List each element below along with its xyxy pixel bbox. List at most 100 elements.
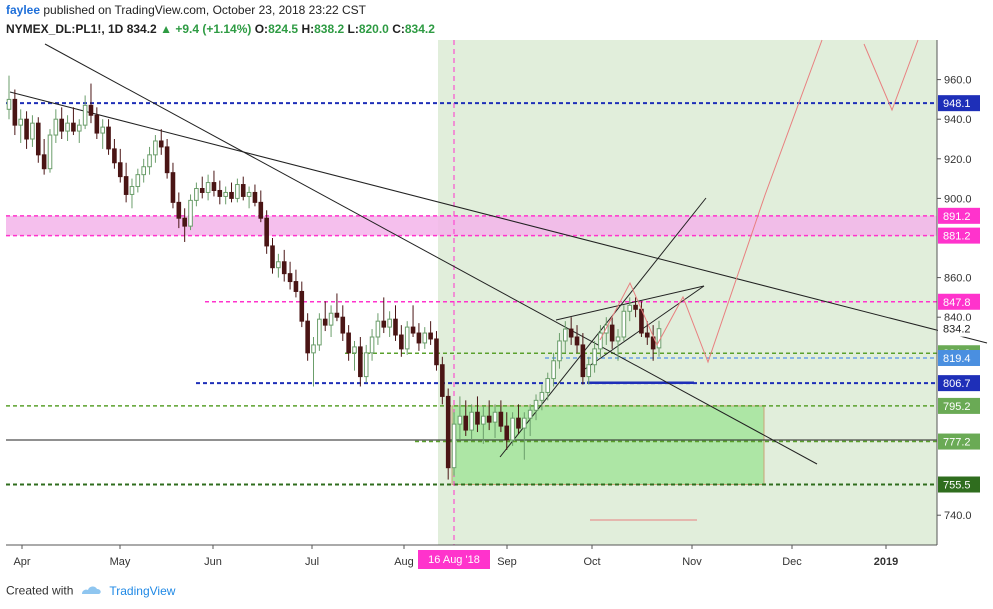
up-arrow-icon: ▲ bbox=[160, 22, 172, 36]
price-label-text: 847.8 bbox=[943, 297, 971, 309]
ohlc-header: NYMEX_DL:PL1!, 1D 834.2 ▲ +9.4 (+1.14%) … bbox=[6, 22, 435, 36]
x-tick-label: Sep bbox=[497, 556, 517, 568]
candle-body bbox=[30, 122, 35, 140]
candle-body bbox=[270, 245, 275, 269]
candle-body bbox=[633, 304, 638, 310]
price-label-text: 891.2 bbox=[943, 211, 971, 223]
candle-body bbox=[644, 332, 650, 338]
x-tick-label: 2019 bbox=[874, 556, 898, 568]
candle-body bbox=[586, 364, 592, 378]
candle-body bbox=[387, 318, 392, 328]
candle-body bbox=[492, 411, 498, 423]
candle-body bbox=[129, 186, 135, 195]
candle-body bbox=[486, 415, 492, 423]
candle-body bbox=[381, 320, 387, 328]
candle-body bbox=[35, 122, 41, 156]
candle-body bbox=[539, 391, 545, 401]
candle-body bbox=[305, 320, 310, 354]
candle-body bbox=[317, 318, 322, 346]
candle-body bbox=[621, 310, 627, 338]
candle-body bbox=[211, 182, 217, 191]
x-tick-label: Nov bbox=[682, 556, 702, 568]
candle-body bbox=[428, 332, 433, 340]
y-tick-label: 860.0 bbox=[944, 273, 972, 285]
trend-line bbox=[499, 197, 707, 458]
y-tick-label: 740.0 bbox=[944, 510, 972, 522]
candle-body bbox=[287, 273, 293, 283]
y-tick-label: 940.0 bbox=[944, 114, 972, 126]
price-label-text: 806.7 bbox=[943, 378, 971, 390]
candle-body bbox=[469, 411, 474, 431]
x-tick-label: Jul bbox=[305, 556, 319, 568]
candle-body bbox=[141, 166, 146, 176]
candle-body bbox=[199, 188, 205, 193]
candle-body bbox=[170, 172, 176, 203]
author-link[interactable]: faylee bbox=[6, 3, 41, 17]
candle-body bbox=[609, 324, 615, 342]
projection-path bbox=[599, 39, 823, 364]
candle-body bbox=[59, 118, 65, 132]
price-label-badge bbox=[938, 397, 980, 414]
low-value: 820.0 bbox=[358, 22, 389, 36]
candle-body bbox=[71, 122, 76, 132]
trend-line bbox=[9, 91, 988, 344]
publish-header: faylee published on TradingView.com, Oct… bbox=[6, 3, 366, 17]
candle-body bbox=[363, 352, 369, 378]
candle-body bbox=[311, 344, 316, 354]
candle-body bbox=[475, 411, 480, 425]
candle-body bbox=[112, 148, 117, 164]
candle-body bbox=[182, 217, 187, 227]
open-value: 824.5 bbox=[268, 22, 299, 36]
candle-body bbox=[240, 184, 246, 197]
candle-body bbox=[123, 176, 129, 195]
candle-body bbox=[223, 191, 228, 197]
candle-body bbox=[117, 162, 123, 178]
open-label: O: bbox=[254, 22, 269, 36]
resistance-zone bbox=[6, 215, 937, 236]
candle-body bbox=[18, 118, 24, 126]
candle-body bbox=[252, 191, 258, 203]
price-label-text: 881.2 bbox=[943, 231, 971, 243]
candle-body bbox=[545, 378, 551, 393]
candle-body bbox=[147, 154, 152, 168]
candle-body bbox=[369, 336, 375, 354]
candle-body bbox=[410, 326, 416, 334]
candle-body bbox=[481, 415, 486, 425]
price-label-text: 755.5 bbox=[943, 480, 971, 492]
candle-body bbox=[76, 124, 82, 132]
candle-body bbox=[264, 217, 269, 247]
price-label-text: 834.2 bbox=[943, 324, 971, 336]
candle-body bbox=[47, 134, 53, 170]
price-label-badge bbox=[938, 293, 980, 310]
candle-body bbox=[276, 261, 281, 269]
candle-body bbox=[328, 312, 334, 326]
x-tick-label: Dec bbox=[782, 556, 802, 568]
candle-body bbox=[164, 146, 170, 174]
candle-body bbox=[598, 332, 603, 350]
candle-body bbox=[188, 199, 193, 227]
candle-body bbox=[434, 338, 439, 366]
candle-body bbox=[12, 98, 18, 126]
last-price: 834.2 bbox=[126, 22, 157, 36]
candle-body bbox=[399, 334, 404, 350]
candle-body bbox=[281, 261, 287, 275]
candle-body bbox=[574, 336, 580, 346]
candle-body bbox=[246, 191, 252, 197]
tradingview-link[interactable]: TradingView bbox=[109, 583, 176, 598]
candle-body bbox=[522, 417, 527, 429]
price-label-badge bbox=[938, 320, 980, 337]
candle-body bbox=[580, 344, 586, 378]
candle-body bbox=[551, 360, 556, 380]
x-tick-label: Jun bbox=[204, 556, 222, 568]
candle-body bbox=[422, 332, 428, 344]
candle-body bbox=[440, 364, 445, 397]
candle-body bbox=[358, 346, 363, 378]
candle-body bbox=[6, 98, 12, 110]
candle-body bbox=[176, 201, 182, 219]
candle-body bbox=[352, 346, 357, 354]
symbol-label: NYMEX_DL:PL1!, 1D bbox=[6, 22, 124, 36]
price-label-badge bbox=[938, 476, 980, 493]
candle-body bbox=[106, 126, 111, 150]
created-with-text: Created with bbox=[6, 583, 74, 598]
